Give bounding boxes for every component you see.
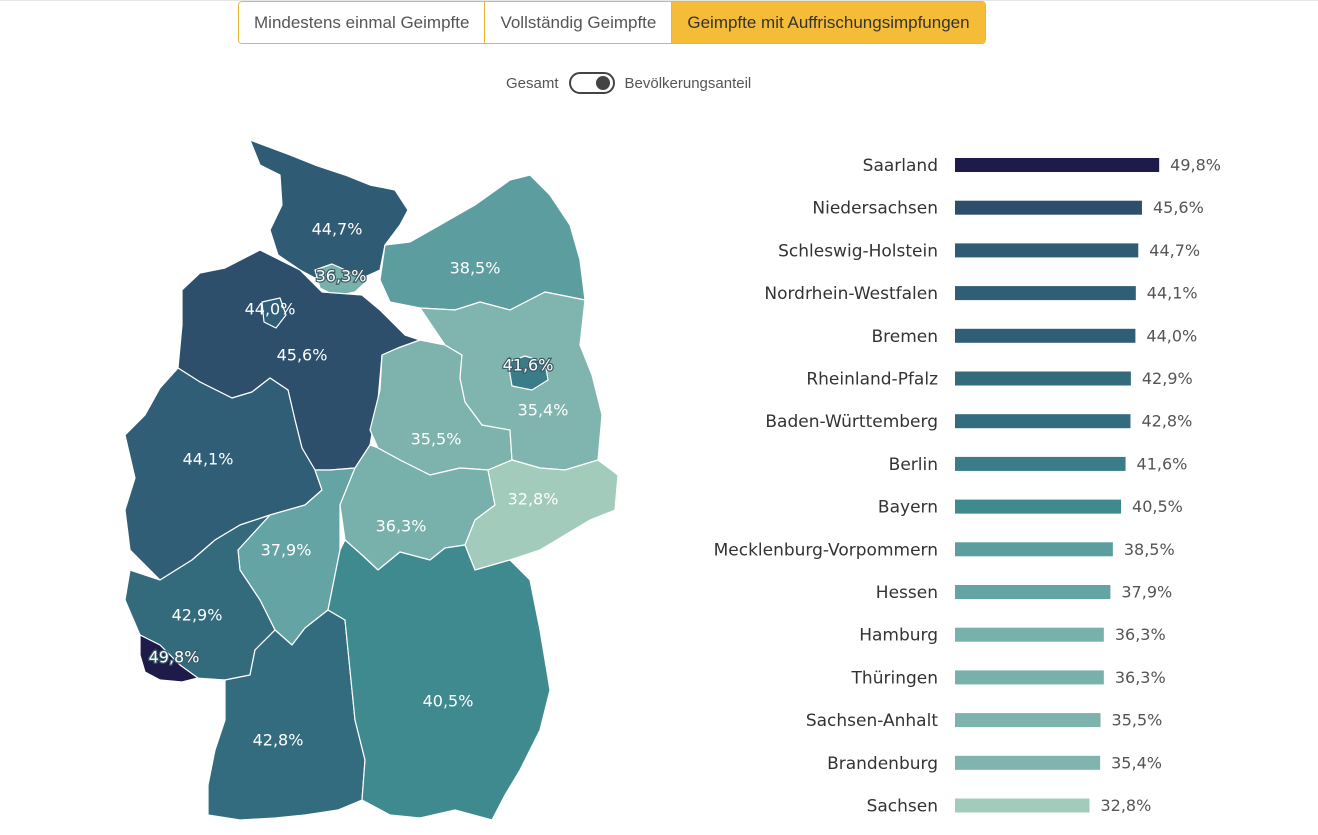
map-label-mecklenburg-vorpommern: 38,5% <box>450 259 501 278</box>
map-label-nordrhein-westfalen: 44,1% <box>183 450 234 469</box>
bar-hessen[interactable] <box>955 585 1111 599</box>
bar-value-thueringen: 36,3% <box>1115 668 1166 687</box>
state-sachsen[interactable] <box>464 459 619 571</box>
state-mecklenburg-vorpommern[interactable] <box>379 174 586 311</box>
map-label-sachsen: 32,8% <box>508 490 559 509</box>
bar-brandenburg[interactable] <box>955 755 1101 770</box>
map-label-bremen: 44,0% <box>245 300 296 319</box>
bar-value-schleswig-holstein: 44,7% <box>1149 241 1200 260</box>
state-schleswig-holstein[interactable] <box>249 139 409 281</box>
bar-label-baden-wuerttemberg: Baden-Württemberg <box>765 412 938 432</box>
bar-hamburg[interactable] <box>955 627 1104 642</box>
state-saarland[interactable] <box>139 634 199 683</box>
display-toggle: Gesamt Bevölkerungsanteil <box>506 72 751 94</box>
bar-value-hessen: 37,9% <box>1121 583 1172 602</box>
bar-value-niedersachsen: 45,6% <box>1153 198 1204 217</box>
tab-auffrischung[interactable]: Geimpfte mit Auffrischungsimpfungen <box>672 2 985 43</box>
map-label-rheinland-pfalz: 42,9% <box>172 606 223 625</box>
toggle-knob <box>595 76 610 90</box>
map-label-hamburg: 36,3% <box>316 267 367 286</box>
bar-sachsen[interactable] <box>955 798 1090 813</box>
map-label-berlin: 41,6% <box>503 356 554 375</box>
bar-label-schleswig-holstein: Schleswig-Holstein <box>778 241 938 261</box>
map-label-thueringen: 36,3% <box>376 517 427 536</box>
state-bayern[interactable] <box>327 539 551 821</box>
bar-chart-svg: Saarland 49,8% Niedersachsen 45,6% Schleswig… <box>714 156 1221 817</box>
toggle-label-bevoelkerungsanteil[interactable]: Bevölkerungsanteil <box>624 74 752 92</box>
bar-nordrhein-westfalen[interactable] <box>955 286 1136 301</box>
bar-berlin[interactable] <box>955 456 1126 471</box>
state-berlin[interactable] <box>507 355 549 391</box>
map-label-hessen: 37,9% <box>261 541 312 560</box>
bar-label-sachsen: Sachsen <box>867 797 938 817</box>
bar-label-hessen: Hessen <box>876 583 938 603</box>
bar-bayern[interactable] <box>955 499 1122 514</box>
state-bremen[interactable] <box>261 297 287 329</box>
map-label-brandenburg: 35,4% <box>518 401 569 420</box>
germany-map-svg: 44,7% 36,3% 38,5% 44,0% 45,6% 41,6% 35,4% 35,5%… <box>124 139 619 821</box>
bar-chart: Saarland 49,8% Niedersachsen 45,6% Schleswig… <box>700 145 1260 825</box>
bar-value-baden-wuerttemberg: 42,8% <box>1141 412 1192 431</box>
bar-value-bremen: 44,0% <box>1146 326 1197 345</box>
toggle-switch[interactable] <box>568 72 615 94</box>
bar-value-sachsen: 32,8% <box>1100 796 1151 815</box>
map-label-sachsen-anhalt: 35,5% <box>411 430 462 449</box>
bar-value-bayern: 40,5% <box>1132 497 1183 516</box>
map-label-niedersachsen: 45,6% <box>277 346 328 365</box>
bar-label-mecklenburg-vorpommern: Mecklenburg-Vorpommern <box>714 540 938 560</box>
bar-value-sachsen-anhalt: 35,5% <box>1112 711 1163 730</box>
bar-label-saarland: Saarland <box>863 156 938 176</box>
map-label-bayern: 40,5% <box>423 692 474 711</box>
bar-bremen[interactable] <box>955 328 1136 343</box>
bar-label-niedersachsen: Niedersachsen <box>812 199 938 219</box>
bar-label-nordrhein-westfalen: Nordrhein-Westfalen <box>764 284 938 304</box>
bar-baden-wuerttemberg[interactable] <box>955 414 1131 429</box>
bar-thueringen[interactable] <box>955 670 1104 685</box>
map-label-schleswig-holstein: 44,7% <box>312 220 363 239</box>
state-hamburg[interactable] <box>314 263 369 297</box>
bar-schleswig-holstein[interactable] <box>955 243 1139 258</box>
bar-saarland[interactable] <box>955 158 1160 172</box>
bar-value-berlin: 41,6% <box>1137 454 1188 473</box>
toggle-label-gesamt[interactable]: Gesamt <box>506 74 559 92</box>
bar-niedersachsen[interactable] <box>955 200 1142 215</box>
bar-value-rheinland-pfalz: 42,9% <box>1142 369 1193 388</box>
bar-label-bremen: Bremen <box>871 327 938 347</box>
tab-mindestens-einmal[interactable]: Mindestens einmal Geimpfte <box>239 2 486 43</box>
bar-label-hamburg: Hamburg <box>859 626 938 646</box>
bar-value-hamburg: 36,3% <box>1115 625 1166 644</box>
bar-label-bayern: Bayern <box>878 498 938 518</box>
bar-mecklenburg-vorpommern[interactable] <box>955 542 1113 557</box>
metric-tabs: Mindestens einmal Geimpfte Vollständig G… <box>238 1 986 44</box>
bar-sachsen-anhalt[interactable] <box>955 713 1101 728</box>
tab-vollstaendig[interactable]: Vollständig Geimpfte <box>485 2 673 43</box>
bar-label-berlin: Berlin <box>889 455 938 475</box>
bar-label-rheinland-pfalz: Rheinland-Pfalz <box>806 370 938 390</box>
top-rule <box>0 0 1318 1</box>
bar-value-nordrhein-westfalen: 44,1% <box>1147 284 1198 303</box>
bar-value-brandenburg: 35,4% <box>1111 753 1162 772</box>
bar-label-sachsen-anhalt: Sachsen-Anhalt <box>806 711 938 731</box>
germany-map: 44,7% 36,3% 38,5% 44,0% 45,6% 41,6% 35,4% 35,5%… <box>100 130 630 830</box>
bar-label-brandenburg: Brandenburg <box>827 754 938 774</box>
map-label-baden-wuerttemberg: 42,8% <box>253 731 304 750</box>
bar-value-mecklenburg-vorpommern: 38,5% <box>1124 540 1175 559</box>
bar-rheinland-pfalz[interactable] <box>955 371 1131 386</box>
map-label-saarland: 49,8% <box>149 648 200 667</box>
bar-value-saarland: 49,8% <box>1170 156 1221 175</box>
bar-label-thueringen: Thüringen <box>851 668 938 688</box>
